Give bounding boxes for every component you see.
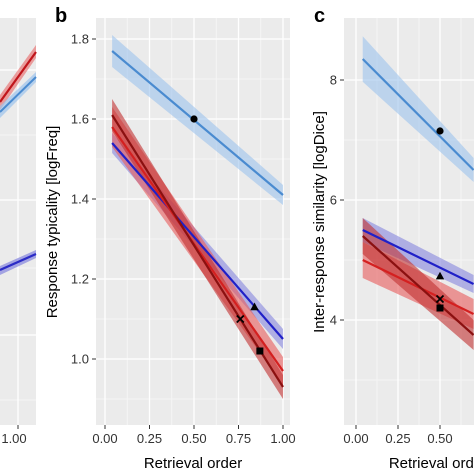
panel-b-markers <box>190 115 264 355</box>
series-line-red <box>362 259 474 315</box>
x-tick-label: 0.25 <box>137 431 162 446</box>
series-band-dark-blue <box>362 218 474 293</box>
marker-triangle <box>250 302 259 311</box>
panel-c-x-axis-title: Retrieval order <box>389 455 474 472</box>
series-line-dark-red <box>111 114 284 388</box>
panel-b-x-axis-title: Retrieval order <box>144 455 242 472</box>
panel-b-x-ticks: 0.00 0.25 0.50 0.75 1.00 <box>92 425 296 446</box>
panel-c-x-ticks: 0.000.250.500 <box>343 425 453 446</box>
x-tick-label: 1.00 <box>270 431 295 446</box>
x-tick-label: 0.50 <box>427 431 452 446</box>
panel-c-letter: c <box>314 5 325 27</box>
panel-c-y-ticks: 4 6 8 <box>330 73 344 328</box>
marker-circle <box>436 127 444 135</box>
panel-c-markers <box>435 127 445 312</box>
y-tick-label: 1.0 <box>71 352 89 367</box>
series-line-darkblue <box>0 252 37 272</box>
y-tick-label: 6 <box>330 193 337 208</box>
series-line-red <box>0 51 37 103</box>
panel-a-gridlines <box>0 18 36 425</box>
panel-c-y-axis-title: Inter-response similarity [logDice] <box>311 111 328 333</box>
panel-c: c 0.000.250.500 468 Retrieval order Inte… <box>311 5 474 472</box>
panel-a-x-ticks: 1.00 <box>1 425 27 446</box>
series-line-light-blue <box>111 50 284 196</box>
series-line-dark-blue <box>362 229 474 285</box>
marker-square <box>436 304 444 312</box>
panel-b-y-ticks: 1.0 1.2 1.4 1.6 1.8 <box>71 32 96 367</box>
panel-b-letter: b <box>55 5 67 27</box>
marker-circle <box>190 115 198 123</box>
x-tick-label: 0.75 <box>226 431 251 446</box>
marker-cross-stroke <box>435 294 445 304</box>
series-line-blue <box>0 76 37 113</box>
series-band-light-blue <box>362 36 474 183</box>
y-tick-label: 1.2 <box>71 272 89 287</box>
marker-triangle <box>435 271 445 280</box>
y-tick-label: 1.8 <box>71 32 89 47</box>
x-tick-label: 0.00 <box>92 431 117 446</box>
panel-b: b 0.00 0.25 0.50 0.75 1.00 1.0 1.2 1.4 1.6 1.8 R… <box>44 5 296 472</box>
x-tick-label: 1.00 <box>1 431 26 446</box>
x-tick-label: 0.50 <box>181 431 206 446</box>
panel-c-series <box>361 36 474 350</box>
panel-b-y-axis-title: Response typicality [logFreq] <box>44 126 61 319</box>
marker-square <box>256 347 264 355</box>
panel-b-series <box>111 35 284 399</box>
y-tick-label: 8 <box>330 73 337 88</box>
y-tick-label: 1.6 <box>71 112 89 127</box>
series-band-light-blue <box>112 35 284 205</box>
panel-a: 1.00 <box>0 18 37 446</box>
y-tick-label: 4 <box>330 313 337 328</box>
series-band-dark-red <box>362 218 474 350</box>
panel-a-series <box>0 45 37 275</box>
x-tick-label: 0.25 <box>385 431 410 446</box>
y-tick-label: 1.4 <box>71 192 89 207</box>
x-tick-label: 0.00 <box>343 431 368 446</box>
marker-cross-stroke <box>236 314 245 324</box>
series-line-light-blue <box>361 58 474 171</box>
series-line-dark-red <box>361 235 474 336</box>
